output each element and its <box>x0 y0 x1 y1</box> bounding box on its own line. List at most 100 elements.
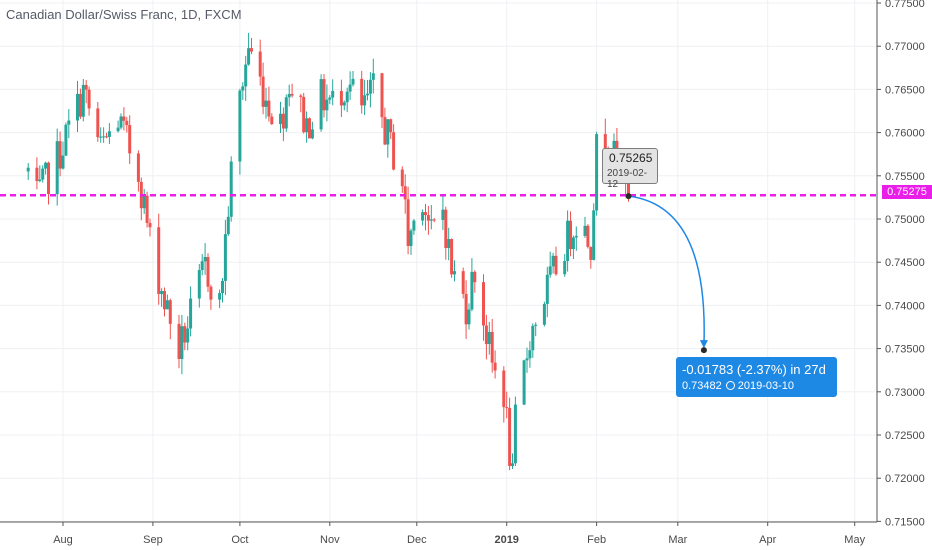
y-tick-label: 0.72500 <box>885 430 925 442</box>
projection-end-point <box>700 347 707 354</box>
candle-bullish <box>165 300 169 310</box>
candle-bullish <box>38 179 42 182</box>
candle-bullish <box>26 167 30 172</box>
candle-bullish <box>447 239 451 249</box>
candle-bearish <box>290 93 294 96</box>
candle-bullish <box>264 100 268 107</box>
candle-bullish <box>142 195 146 209</box>
candle-bearish <box>322 79 326 111</box>
candle-bullish <box>221 280 224 294</box>
marker-date: 2019-02-12 <box>607 168 648 190</box>
candle-bearish <box>78 93 82 117</box>
candle-bullish <box>319 79 323 130</box>
candle-bearish <box>424 212 427 216</box>
candle-bullish <box>453 271 456 275</box>
candle-bullish <box>310 129 314 139</box>
candle-bullish <box>305 118 309 133</box>
candle-bearish <box>554 255 558 275</box>
candle-bearish <box>128 125 132 154</box>
candle-bearish <box>589 246 593 260</box>
candle-bearish <box>281 113 285 129</box>
forecast-target: 0.73482 2019-03-10 <box>682 380 794 392</box>
marker-tooltip: 0.75265 2019-02-12 <box>602 148 658 190</box>
forecast-target-price: 0.73482 <box>682 380 722 392</box>
candle-bearish <box>360 78 364 106</box>
candle-bullish <box>244 64 248 87</box>
x-tick-label: May <box>844 534 865 546</box>
candle-bullish <box>203 257 207 262</box>
candle-bullish <box>351 78 355 85</box>
candle-bullish <box>412 220 416 231</box>
x-tick-label: Apr <box>759 534 776 546</box>
candle-bullish <box>331 90 335 98</box>
candle-bearish <box>502 370 506 408</box>
y-tick-label: 0.75000 <box>885 214 925 226</box>
candle-bullish <box>467 309 471 325</box>
candle-bullish <box>345 91 349 103</box>
projection-arc <box>628 195 705 347</box>
candle-bearish <box>209 286 213 300</box>
candle-bearish <box>96 108 100 138</box>
candle-bearish <box>302 96 306 133</box>
candle-bullish <box>421 212 425 221</box>
y-tick-label: 0.74000 <box>885 300 925 312</box>
candle-bearish <box>380 73 384 118</box>
candle-bullish <box>223 234 227 281</box>
candle-bullish <box>528 350 532 359</box>
candle-bearish <box>35 167 39 182</box>
candle-bearish <box>47 162 50 195</box>
candle-bullish <box>595 134 599 211</box>
x-tick-label: 2019 <box>494 534 518 546</box>
candle-bullish <box>99 136 103 138</box>
candle-bullish <box>551 255 555 267</box>
candle-bearish <box>87 89 91 109</box>
x-tick-label: Mar <box>668 534 687 546</box>
candle-bearish <box>482 282 485 326</box>
forecast-target-date: 2019-03-10 <box>737 380 795 392</box>
candle-bullish <box>522 360 526 405</box>
projection-arrowhead <box>699 340 708 349</box>
candle-bullish <box>116 127 120 132</box>
candle-bearish <box>627 182 630 197</box>
candle-bullish <box>119 116 123 128</box>
candle-bullish <box>371 73 375 80</box>
candle-bearish <box>163 290 166 310</box>
candle-bullish <box>534 324 538 326</box>
candle-bearish <box>168 300 172 324</box>
candle-bearish <box>464 293 468 325</box>
candle-bullish <box>186 328 190 343</box>
forecast-change: -0.01783 (-2.37%) in 27d <box>682 362 826 377</box>
candle-bullish <box>197 270 201 299</box>
candle-bullish <box>284 97 288 129</box>
candle-bearish <box>308 118 311 139</box>
candle-bearish <box>403 186 407 200</box>
candle-bearish <box>426 215 430 221</box>
candles <box>26 32 630 471</box>
candle-bearish <box>105 136 108 138</box>
candle-bearish <box>84 84 88 90</box>
chart-title: Canadian Dollar/Swiss Franc, 1D, FXCM <box>6 7 242 22</box>
candle-bullish <box>238 90 242 162</box>
candle-bullish <box>470 271 474 310</box>
marker-price: 0.75265 <box>609 151 653 165</box>
x-tick-label: Feb <box>587 534 606 546</box>
y-tick-label: 0.73500 <box>885 344 925 356</box>
y-tick-label: 0.77000 <box>885 41 925 53</box>
candle-bullish <box>76 93 79 121</box>
y-tick-label: 0.77500 <box>885 0 925 10</box>
candle-bearish <box>122 116 126 121</box>
candle-bullish <box>218 293 222 300</box>
candle-bearish <box>586 225 590 247</box>
candle-bearish <box>258 51 262 77</box>
candle-bearish <box>473 271 477 283</box>
candle-bullish <box>511 463 514 466</box>
candle-bullish <box>545 274 549 304</box>
candle-bearish <box>508 407 512 466</box>
candle-bullish <box>429 219 433 221</box>
candle-bullish <box>67 120 71 125</box>
candle-bullish <box>102 136 106 138</box>
candle-bullish <box>363 95 367 106</box>
